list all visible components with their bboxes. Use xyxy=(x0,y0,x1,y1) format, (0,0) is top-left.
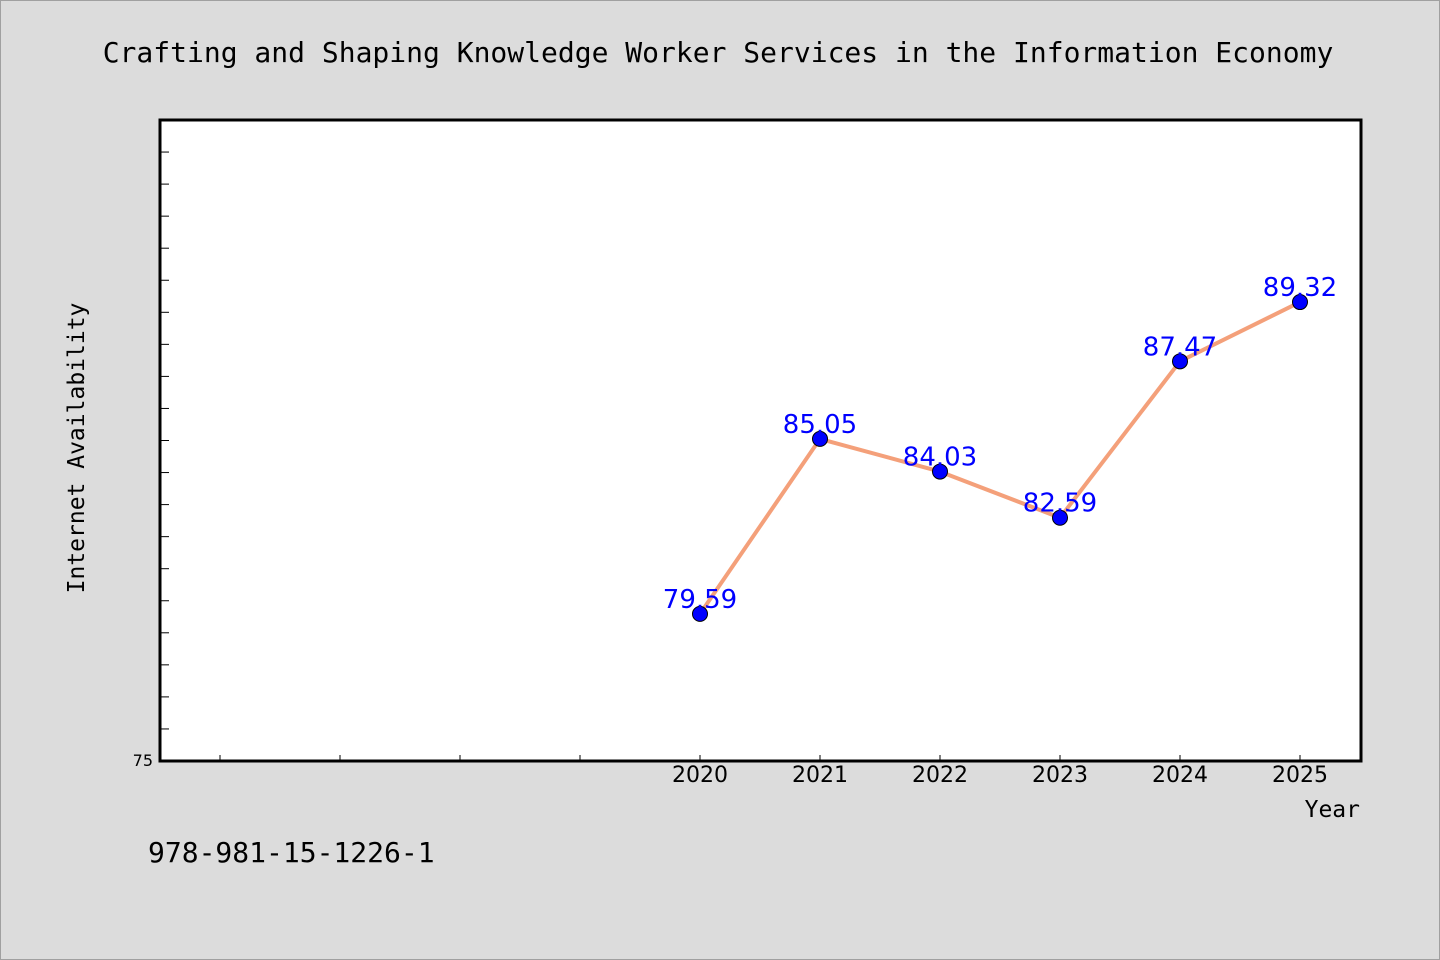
series-layer xyxy=(692,294,1308,622)
x-tick-label: 2022 xyxy=(912,763,968,788)
data-label: 85.05 xyxy=(783,410,857,440)
data-point xyxy=(1172,353,1188,370)
data-label: 89.32 xyxy=(1263,273,1337,303)
series-line xyxy=(698,300,1301,616)
data-point xyxy=(932,463,948,480)
data-label: 79.59 xyxy=(663,585,737,615)
y-tick-label-75: 75 xyxy=(133,751,153,770)
data-point xyxy=(812,430,828,447)
data-labels: 79.59 85.05 84.03 82.59 87.47 89.32 xyxy=(663,273,1337,615)
plot-border xyxy=(158,118,1363,763)
data-label: 87.47 xyxy=(1143,332,1217,362)
x-tick-label: 2020 xyxy=(672,763,728,788)
data-point xyxy=(1292,294,1308,311)
x-tick-label: 2021 xyxy=(792,763,848,788)
data-label: 82.59 xyxy=(1023,489,1097,519)
x-tick-label: 2023 xyxy=(1032,763,1088,788)
y-axis-label: Internet Availability xyxy=(64,303,90,594)
data-point xyxy=(1052,509,1068,526)
chart-title: Crafting and Shaping Knowledge Worker Se… xyxy=(103,36,1334,69)
x-axis-label: Year xyxy=(1305,797,1360,823)
data-point xyxy=(692,605,708,622)
x-axis-ticks: 2020 2021 2022 2023 2024 2025 xyxy=(219,755,1328,788)
x-tick-label: 2024 xyxy=(1152,763,1208,788)
isbn-text: 978-981-15-1226-1 xyxy=(148,836,435,869)
plot-area xyxy=(160,120,1361,761)
data-label: 84.03 xyxy=(903,443,977,473)
x-tick-label: 2025 xyxy=(1272,763,1328,788)
